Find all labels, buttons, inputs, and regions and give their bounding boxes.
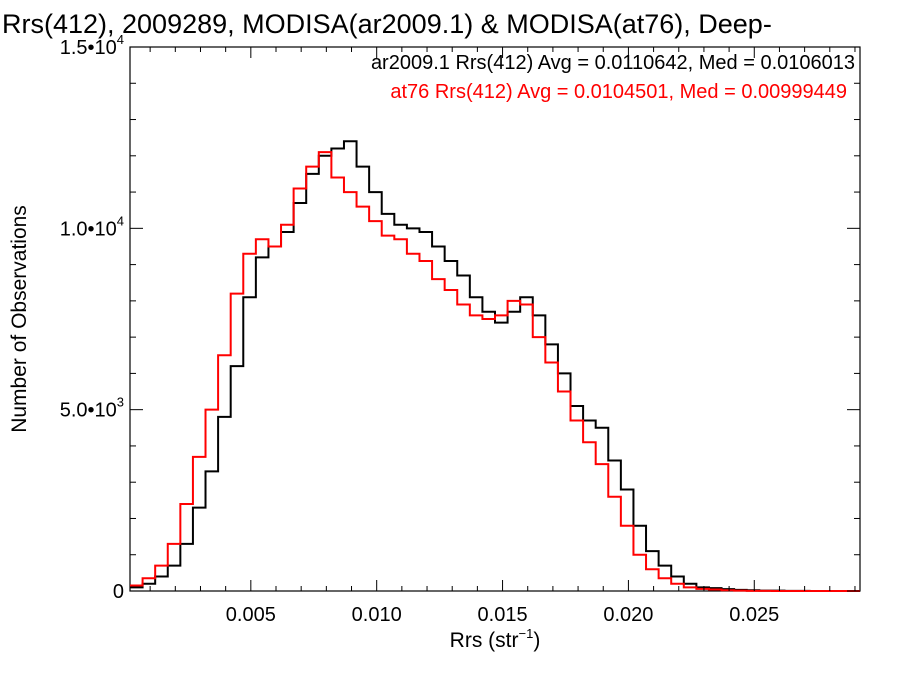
series-line-ar2009-1: [130, 140, 860, 592]
x-tick-label: 0.010: [352, 604, 402, 626]
x-tick-label: 0.025: [729, 604, 779, 626]
x-tick-label: 0.015: [478, 604, 528, 626]
legend-entry-at76: at76 Rrs(412) Avg = 0.0104501, Med = 0.0…: [390, 81, 847, 103]
y-tick-label: 1.0•104: [60, 213, 124, 240]
series-layer: [130, 140, 860, 592]
chart-title: Rrs(412), 2009289, MODISA(ar2009.1) & MO…: [2, 9, 772, 39]
y-tick-label: 5.0•103: [60, 395, 124, 422]
x-axis-label-sup: −1: [519, 626, 534, 641]
y-tick-label: 1.5•104: [60, 32, 124, 59]
y-tick-label: 0: [113, 581, 124, 603]
plot-frame: [129, 46, 861, 592]
x-axis-label: Rrs (str−1): [450, 626, 541, 652]
x-tick-label: 0.020: [603, 604, 653, 626]
y-axis-label: Number of Observations: [8, 205, 31, 433]
x-axis-label-base: Rrs (str: [450, 629, 519, 652]
x-tick-label: 0.005: [226, 604, 276, 626]
legend-entry-ar2009-1: ar2009.1 Rrs(412) Avg = 0.0110642, Med =…: [371, 52, 855, 74]
axis-ticks: 0.005 0.010 0.015 0.020 0.025 0 5.0•103 1.0•104…: [60, 32, 860, 626]
series-line-at76: [130, 151, 860, 592]
x-axis-label-close: ): [533, 629, 540, 652]
